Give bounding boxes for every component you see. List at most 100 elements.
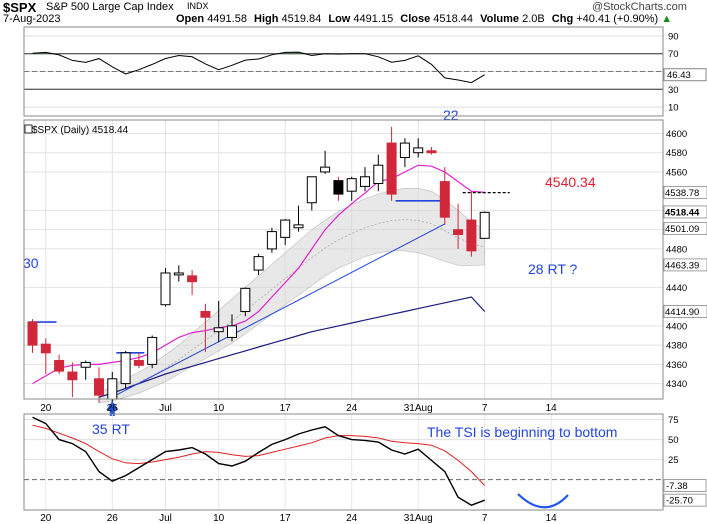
x-tick-label: 7 — [482, 403, 488, 414]
x-tick-label-bottom: 31Aug — [404, 513, 433, 524]
ma-short-line — [32, 164, 485, 385]
price-right-box — [663, 205, 707, 219]
annotation-35rt: 35 RT — [92, 421, 130, 437]
panel-frame — [23, 26, 664, 117]
chg-value: +40.41 (+0.90%) — [576, 13, 659, 25]
price-tick-label: 4480 — [666, 244, 687, 255]
price-right-box — [663, 222, 707, 236]
bollinger-band — [98, 188, 485, 404]
ma-long-line — [98, 296, 486, 398]
candle-body — [280, 219, 291, 238]
high-label: High — [254, 13, 279, 25]
tsi-right-label: -25.70 — [666, 496, 693, 507]
candle-body — [253, 256, 264, 271]
price-right-box — [663, 185, 707, 199]
panel-frame — [23, 413, 664, 511]
tsi-right-label: -7.38 — [666, 481, 688, 492]
annotation-22: 22 — [443, 107, 459, 123]
price-tick-label: 4580 — [666, 148, 687, 159]
x-tick-label-bottom: 24 — [346, 513, 358, 524]
x-tick-label-bottom: 26 — [107, 513, 119, 524]
candle-body — [320, 166, 331, 173]
annotation-28rt: 28 RT ? — [528, 261, 578, 277]
ohlc-summary: Open 4491.58 High 4519.84 Low 4491.15 Cl… — [176, 13, 672, 25]
x-tick-label: 14 — [546, 403, 558, 414]
chg-up-icon: ▲ — [661, 13, 673, 25]
chart-date: 7-Aug-2023 — [3, 13, 61, 25]
x-tick-label-bottom: 17 — [280, 513, 292, 524]
low-label: Low — [328, 13, 351, 25]
candle-body — [160, 272, 171, 306]
price-tick-label: 4340 — [666, 379, 687, 390]
rsi-line — [32, 51, 485, 84]
rsi-tick-label: 70 — [668, 49, 679, 60]
candle-body — [173, 272, 184, 276]
x-tick-label: 10 — [213, 403, 225, 414]
high-value: 4519.84 — [281, 13, 322, 25]
x-tick-label-bottom: 20 — [40, 513, 52, 524]
candle-body — [373, 164, 384, 184]
stockcharts-brand: @StockCharts.com — [592, 1, 687, 13]
price-right-label: 4518.44 — [665, 207, 700, 218]
price-right-box — [663, 305, 707, 318]
low-value: 4491.15 — [353, 13, 394, 25]
open-value: 4491.58 — [207, 13, 247, 25]
candle-body — [240, 287, 251, 312]
candle-body — [439, 181, 450, 218]
candle-body — [479, 211, 490, 239]
tsi-right-box — [663, 479, 707, 492]
candle-body — [306, 176, 317, 204]
candle-body — [120, 352, 131, 385]
price-right-label: 4538.78 — [665, 188, 699, 199]
candle-body — [466, 219, 477, 252]
candle-body — [107, 378, 118, 400]
price-right-box — [663, 258, 707, 272]
ticker-symbol: $SPX — [3, 0, 37, 15]
annotation-30: 30 — [23, 255, 39, 271]
candle-body — [360, 176, 370, 187]
rsi-tick-label: 30 — [668, 85, 679, 96]
price-right-label: 4501.09 — [665, 224, 699, 235]
candle-body — [147, 336, 158, 365]
x-tick-label-bottom: 10 — [213, 513, 225, 524]
candle-body — [426, 150, 437, 154]
candle-body — [187, 275, 198, 283]
candle-body — [413, 147, 424, 154]
candle-body — [453, 229, 464, 235]
volume-label: Volume — [480, 13, 520, 25]
bottom-arc — [517, 493, 569, 509]
x-tick-label-bottom: 7 — [482, 513, 488, 524]
tsi-line — [32, 416, 485, 506]
x-tick-label-bottom: 14 — [546, 513, 558, 524]
price-tick-label: 4440 — [666, 283, 687, 294]
candle-body — [399, 142, 410, 159]
chg-label: Chg — [551, 13, 574, 25]
open-label: Open — [176, 13, 205, 25]
volume-value: 2.0B — [522, 13, 545, 25]
candle-body — [40, 343, 51, 354]
tsi-tick-label: 25 — [668, 455, 679, 466]
rsi-tick-label: 10 — [668, 103, 679, 114]
tsi-right-box — [663, 493, 707, 507]
rsi-tick-label: 90 — [668, 31, 679, 42]
ticker-exchange: INDX — [187, 1, 209, 11]
up-arrow-icon — [106, 401, 119, 416]
ticker-name: S&P 500 Large Cap Index — [46, 1, 174, 13]
rsi-last-label: 46.43 — [667, 70, 691, 81]
x-tick-label: 20 — [40, 403, 52, 414]
price-tick-label: 4380 — [666, 341, 687, 352]
candle-body — [213, 327, 224, 333]
x-tick-label: 26 — [107, 403, 119, 414]
tsi-signal-line — [32, 424, 486, 486]
close-label: Close — [400, 13, 431, 25]
x-tick-label-bottom: Jul — [159, 513, 172, 524]
x-tick-label: Jul — [159, 403, 172, 414]
x-tick-label: 17 — [280, 403, 292, 414]
x-tick-label: 31Aug — [404, 403, 433, 414]
candle-body — [346, 178, 357, 192]
price-tick-label: 4600 — [666, 129, 687, 140]
candle-body — [54, 360, 65, 372]
legend-candle-icon — [24, 124, 33, 134]
annotation-4540: 4540.34 — [545, 174, 596, 190]
